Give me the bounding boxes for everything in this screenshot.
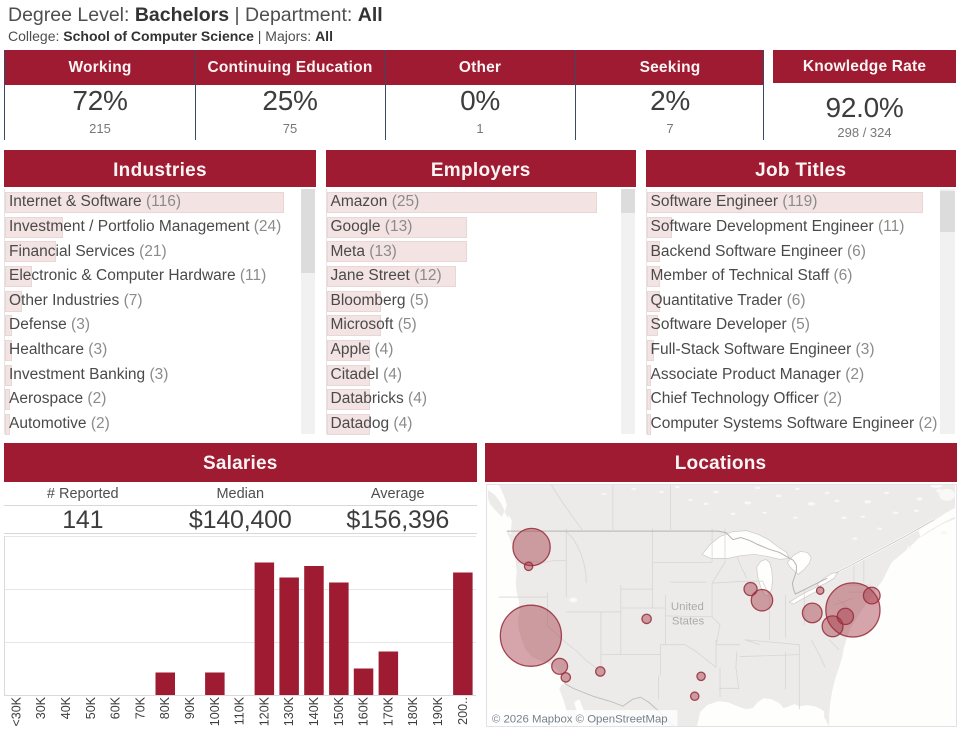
svg-text:110K: 110K [233, 696, 247, 725]
svg-text:90K: 90K [183, 696, 197, 719]
svg-text:© 2026 Mapbox © OpenStreetMap: © 2026 Mapbox © OpenStreetMap [492, 714, 668, 726]
svg-text:150K: 150K [332, 696, 346, 726]
svg-text:190K: 190K [431, 696, 445, 726]
svg-text:160K: 160K [357, 696, 371, 726]
svg-text:80K: 80K [158, 696, 172, 719]
svg-text:30K: 30K [34, 696, 48, 719]
svg-text:40K: 40K [59, 696, 73, 719]
svg-text:States: States [672, 615, 705, 627]
svg-text:180K: 180K [406, 696, 420, 726]
svg-text:60K: 60K [109, 696, 123, 719]
svg-text:70K: 70K [133, 696, 147, 719]
svg-text:130K: 130K [282, 696, 296, 726]
svg-text:100K: 100K [208, 696, 222, 726]
svg-text:50K: 50K [84, 696, 98, 719]
svg-text:140K: 140K [307, 696, 321, 726]
svg-text:United: United [671, 601, 704, 613]
svg-text:<30K: <30K [9, 696, 23, 726]
svg-text:170K: 170K [381, 696, 395, 726]
svg-text:200..: 200.. [456, 697, 470, 725]
svg-text:120K: 120K [257, 696, 271, 726]
